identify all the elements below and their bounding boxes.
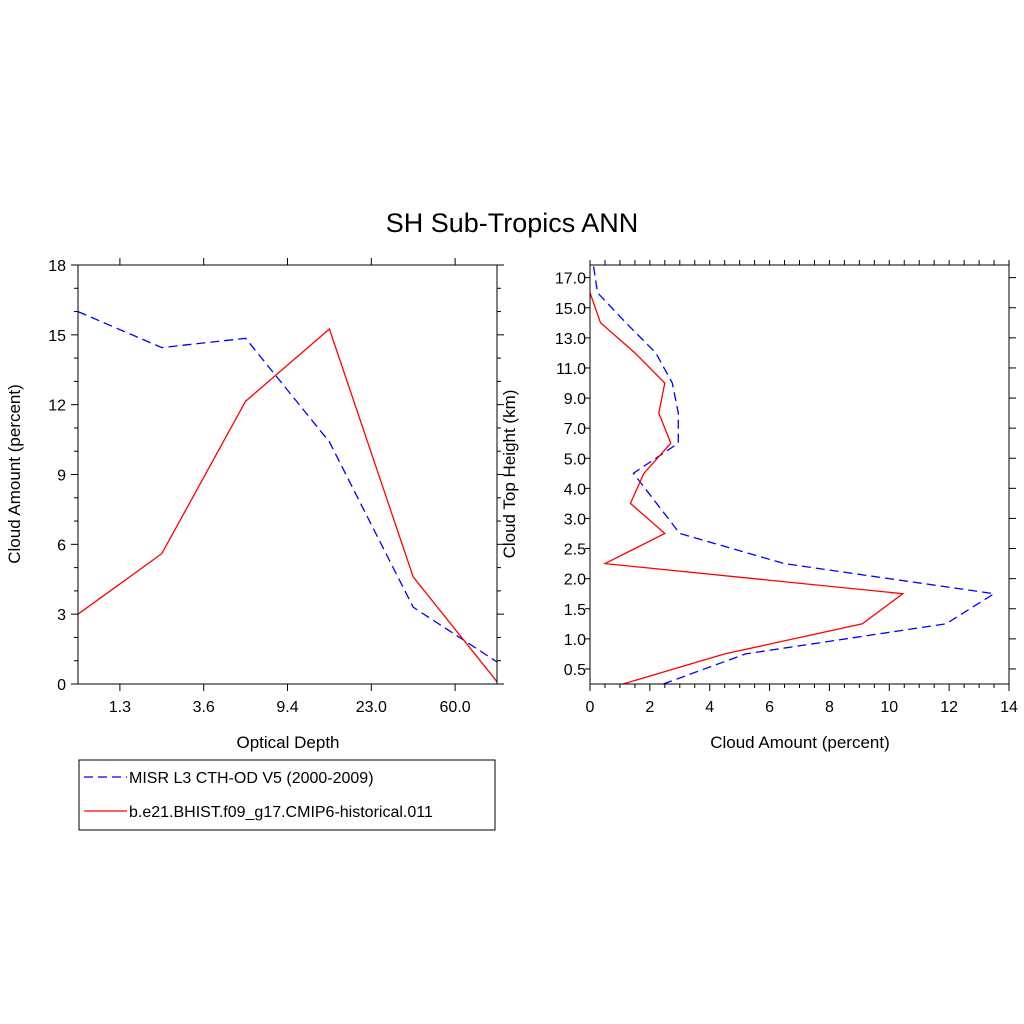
right-x-tick-label: 8 [825,699,834,716]
legend-label-misr: MISR L3 CTH-OD V5 (2000-2009) [129,770,374,787]
right-x-tick-label: 4 [705,699,714,716]
legend-label-model: b.e21.BHIST.f09_g17.CMIP6-historical.011 [129,804,433,821]
legend-box [78,759,496,831]
right-y-tick-label: 1.0 [564,632,586,649]
left-plot-frame [77,264,498,685]
right-y-tick-label: 0.5 [564,662,586,679]
left-chart: 0 3 6 9 12 15 18 1.3 3.6 9.4 23.0 60.0 Optical Dept… [5,258,504,752]
right-y-tick-label: 3.0 [564,511,586,528]
right-plot-frame [589,264,1010,685]
right-y-tick-label: 1.5 [564,602,586,619]
left-x-tick-label: 1.3 [109,699,131,716]
left-x-tick-label: 60.0 [440,699,471,716]
right-series-line-model [589,292,905,685]
right-y-tick-label: 13.0 [555,331,586,348]
right-y-tick-label: 5.0 [564,451,586,468]
left-chart-lines [77,311,498,683]
left-series-line-misr [77,311,498,663]
left-y-axis-label: Cloud Amount (percent) [5,384,24,564]
right-y-tick-label: 11.0 [556,361,586,378]
right-y-tick-label: 7.0 [564,421,586,438]
right-y-axis-label: Cloud Top Height (km) [500,390,519,559]
right-x-tick-label: 14 [1000,699,1018,716]
left-x-tick-label: 23.0 [356,699,387,716]
left-y-tick-label: 15 [48,328,66,345]
right-y-tick-label: 9.0 [564,391,586,408]
right-y-tick-label: 2.0 [564,572,586,589]
left-chart-ticks: 0 3 6 9 12 15 18 1.3 3.6 9.4 23.0 60.0 [48,258,504,716]
right-y-tick-label: 2.5 [564,542,586,559]
left-x-tick-label: 9.4 [276,699,298,716]
right-y-tick-label: 4.0 [564,481,586,498]
left-x-axis-label: Optical Depth [237,733,340,752]
left-x-tick-label: 3.6 [193,699,215,716]
left-y-tick-label: 6 [57,537,66,554]
right-y-tick-label: 15.0 [555,301,586,318]
left-y-tick-label: 3 [57,607,66,624]
right-series-line-misr [592,262,996,685]
right-y-tick-label: 17.0 [555,271,586,288]
right-x-tick-label: 10 [880,699,898,716]
right-x-axis-label: Cloud Amount (percent) [710,733,890,752]
right-chart-ticks: 0.5 1.0 1.5 2.0 2.5 3.0 4.0 5.0 7.0 9.0 11.0 13.0 15… [555,260,1018,716]
right-chart: 0.5 1.0 1.5 2.0 2.5 3.0 4.0 5.0 7.0 9.0 11.0 13.0 15… [500,260,1018,752]
left-y-tick-label: 9 [57,468,66,485]
left-y-tick-label: 0 [57,677,66,694]
right-x-tick-label: 2 [645,699,654,716]
left-series-line-model [77,327,498,683]
legend: MISR L3 CTH-OD V5 (2000-2009) b.e21.BHIS… [78,759,496,831]
right-x-tick-label: 0 [586,699,595,716]
left-y-tick-label: 12 [48,398,66,415]
figure-title: SH Sub-Tropics ANN [386,208,639,238]
right-chart-lines [589,262,996,685]
left-y-tick-label: 18 [48,258,66,275]
right-x-tick-label: 6 [765,699,774,716]
right-x-tick-label: 12 [940,699,958,716]
